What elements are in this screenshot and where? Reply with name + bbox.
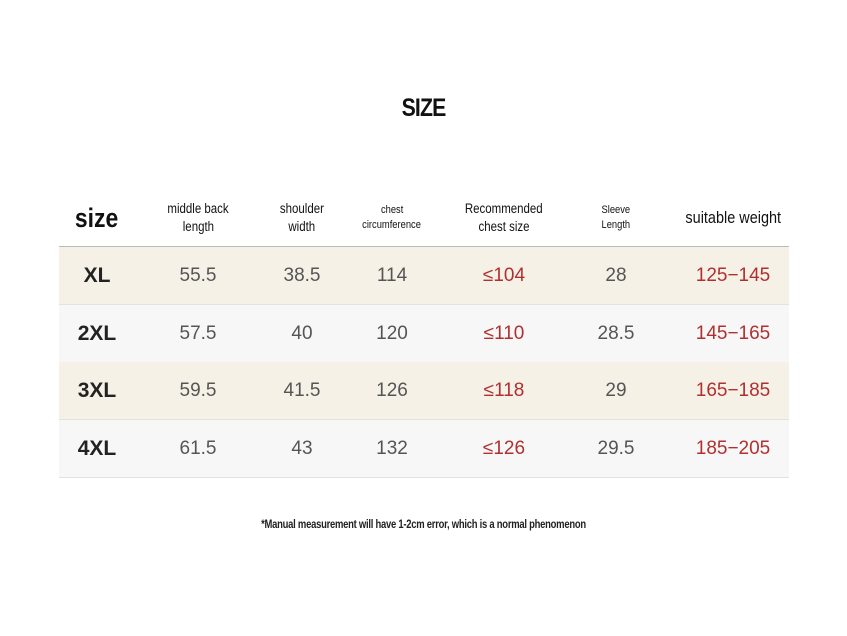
table-cell: 114 bbox=[376, 265, 408, 286]
header-text: chest bbox=[380, 204, 404, 217]
table-row: 4XL 61.5 43 132 ≤126 29.5 185−205 bbox=[59, 419, 789, 478]
table-cell: 185−205 bbox=[695, 437, 771, 459]
table-cell: 120 bbox=[376, 322, 408, 344]
header-text: size bbox=[75, 202, 119, 233]
table-row: 2XL 57.5 40 120 ≤110 28.5 145−165 bbox=[59, 304, 789, 363]
table-cell: XL bbox=[83, 264, 111, 287]
table-cell: 57.5 bbox=[179, 322, 217, 344]
table-cell: ≤104 bbox=[482, 265, 526, 286]
header-text: Recommended bbox=[465, 200, 543, 216]
table-cell: 132 bbox=[376, 437, 408, 459]
table-cell: 40 bbox=[291, 322, 313, 344]
table-cell: 38.5 bbox=[283, 265, 321, 286]
table-cell: ≤110 bbox=[483, 322, 525, 344]
header-text: width bbox=[288, 219, 316, 234]
header-text: Length bbox=[601, 219, 631, 231]
header-cell: size bbox=[57, 190, 137, 246]
header-cell: chest circumference bbox=[342, 190, 442, 246]
header-rule bbox=[59, 246, 789, 247]
header-text: shoulder bbox=[279, 200, 325, 216]
header-text: length bbox=[182, 219, 214, 234]
footnote: *Manual measurement will have 1-2cm erro… bbox=[261, 519, 586, 531]
table-cell: 126 bbox=[376, 380, 408, 401]
table-cell: 2XL bbox=[77, 321, 117, 345]
header-text: suitable weight bbox=[685, 207, 781, 227]
header-cell: Sleeve Length bbox=[576, 190, 656, 246]
header-cell: middle back length bbox=[148, 190, 248, 246]
table-cell: 28 bbox=[605, 265, 627, 286]
table-cell: 29.5 bbox=[597, 437, 635, 459]
table-cell: ≤118 bbox=[483, 380, 525, 401]
header-text: chest size bbox=[478, 219, 530, 234]
table-cell: 41.5 bbox=[283, 380, 321, 401]
table-cell: 165−185 bbox=[695, 380, 771, 401]
table-row: 3XL 59.5 41.5 126 ≤118 29 165−185 bbox=[59, 362, 789, 420]
table-row: XL 55.5 38.5 114 ≤104 28 125−145 bbox=[59, 247, 789, 305]
table-cell: 3XL bbox=[77, 379, 117, 402]
table-cell: 4XL bbox=[77, 436, 117, 460]
header-cell: Recommended chest size bbox=[444, 190, 564, 246]
table-cell: 55.5 bbox=[179, 265, 217, 286]
table-cell: 29 bbox=[605, 380, 627, 401]
table-cell: 59.5 bbox=[179, 380, 217, 401]
header-text: circumference bbox=[362, 219, 422, 231]
header-text: Sleeve bbox=[601, 204, 631, 217]
header-cell: suitable weight bbox=[673, 190, 793, 246]
title: SIZE bbox=[401, 94, 447, 122]
header-text: middle back bbox=[167, 200, 229, 216]
table-cell: 61.5 bbox=[179, 437, 217, 459]
table-cell: 145−165 bbox=[695, 322, 771, 344]
table-cell: 125−145 bbox=[695, 265, 771, 286]
header-cell: shoulder width bbox=[257, 190, 347, 246]
table-cell: ≤126 bbox=[482, 437, 526, 459]
table-cell: 43 bbox=[291, 437, 313, 459]
table-cell: 28.5 bbox=[597, 322, 635, 344]
